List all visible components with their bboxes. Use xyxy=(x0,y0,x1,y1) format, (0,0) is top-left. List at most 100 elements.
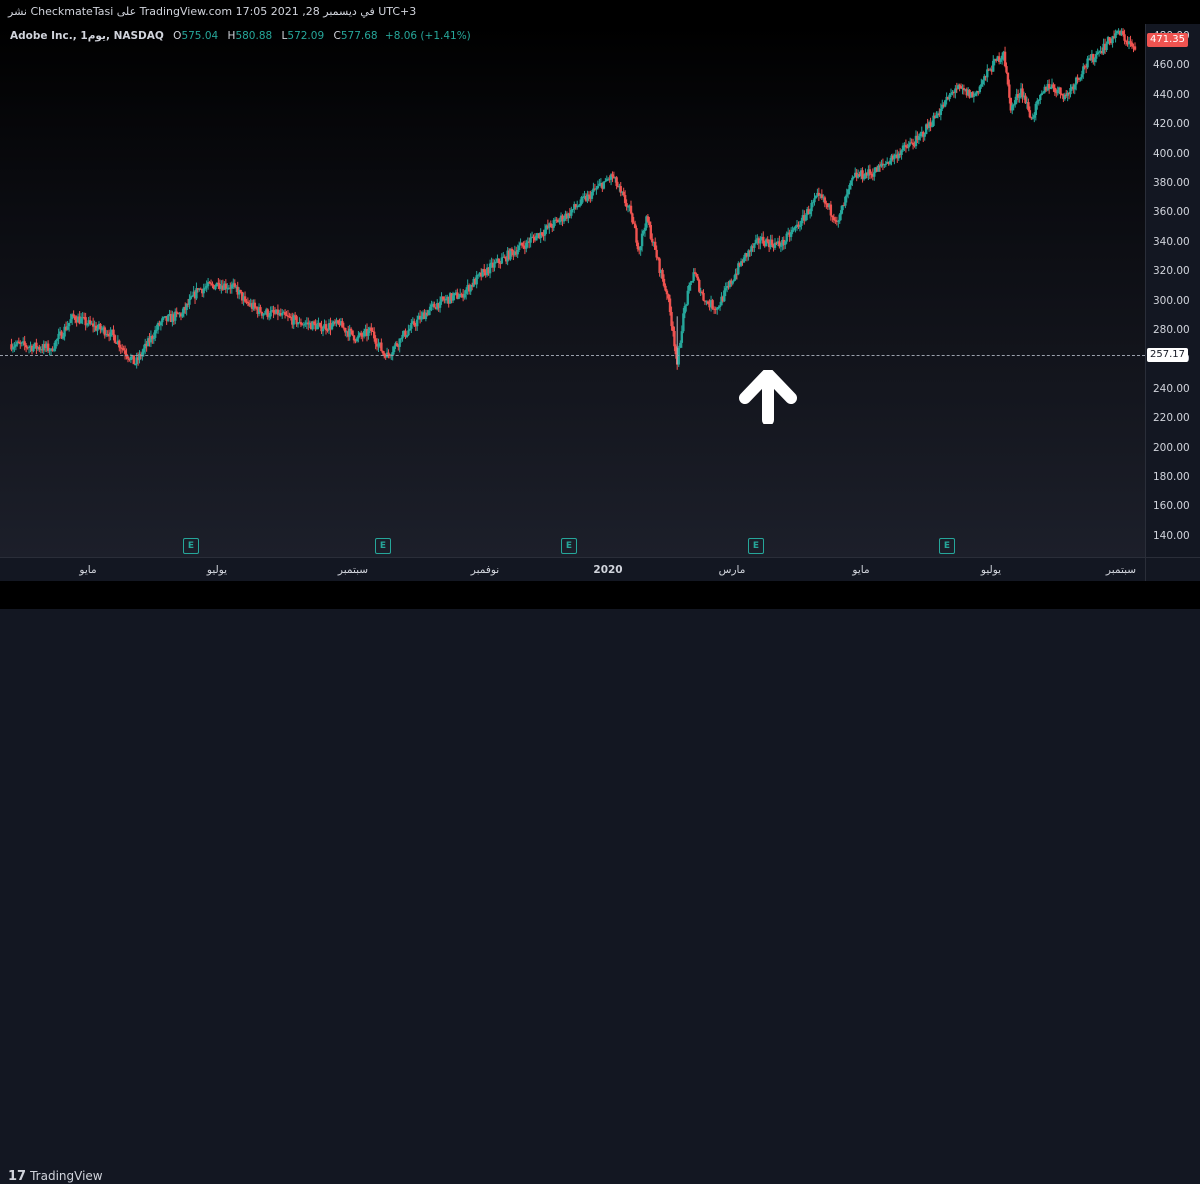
candle-body xyxy=(539,232,542,239)
candle-body xyxy=(443,299,446,301)
candle-body xyxy=(485,267,489,276)
earnings-marker[interactable]: E xyxy=(748,538,764,554)
candle-body xyxy=(875,167,879,172)
candle-body xyxy=(323,324,326,329)
candle-body xyxy=(941,104,944,109)
candle-body xyxy=(46,343,50,351)
earnings-marker[interactable]: E xyxy=(561,538,577,554)
last-price-badge: 471.35 xyxy=(1147,33,1188,47)
candle-body xyxy=(372,331,376,339)
earnings-marker[interactable]: E xyxy=(375,538,391,554)
candle-body xyxy=(88,320,92,324)
candle-body xyxy=(938,113,941,116)
candle-body xyxy=(616,185,620,188)
candle-body xyxy=(975,91,979,94)
candle-body xyxy=(321,328,325,332)
candle-body xyxy=(949,93,953,95)
candle-body xyxy=(773,242,777,248)
candle-body xyxy=(39,349,42,351)
candle-body xyxy=(574,204,577,208)
candle-body xyxy=(434,307,438,310)
candle-body xyxy=(269,310,272,317)
candle-body xyxy=(1111,36,1114,44)
candle-body xyxy=(811,202,815,204)
candle-body xyxy=(345,331,348,333)
candle-body xyxy=(172,314,176,321)
price-tick-label: 300.00 xyxy=(1153,294,1190,307)
candle-body xyxy=(301,324,304,326)
candle-body xyxy=(307,322,310,325)
candle-body xyxy=(189,296,193,299)
candle-body xyxy=(324,324,328,331)
candle-body xyxy=(427,310,430,316)
candle-body xyxy=(13,346,16,348)
candle-body xyxy=(440,296,443,302)
candle-body xyxy=(548,223,551,229)
candle-body xyxy=(510,248,514,252)
up-arrow-icon xyxy=(739,370,797,424)
time-tick-label: 2020 xyxy=(593,564,623,576)
candle-body xyxy=(645,216,648,228)
candle-body xyxy=(939,108,943,116)
candle-body xyxy=(723,290,726,302)
candle-body xyxy=(407,330,410,336)
candle-body xyxy=(35,342,38,349)
candle-body xyxy=(118,340,121,348)
candle-body xyxy=(85,324,89,326)
candle-body xyxy=(496,258,499,262)
candle-body xyxy=(1047,84,1051,89)
candle-body xyxy=(446,296,449,299)
candle-body xyxy=(193,291,197,299)
candle-body xyxy=(1127,41,1131,45)
candle-body xyxy=(520,242,524,246)
candle-body xyxy=(635,228,638,243)
candle-body xyxy=(794,226,797,229)
candle-body xyxy=(562,218,566,222)
candle-body xyxy=(958,85,961,87)
candle-body xyxy=(1114,33,1117,38)
time-tick-label: سبتمبر xyxy=(337,564,369,576)
candle-body xyxy=(1019,88,1023,96)
tradingview-logo[interactable]: 17 TradingView xyxy=(8,1169,103,1184)
candle-body xyxy=(1049,88,1052,90)
price-tick-label: 180.00 xyxy=(1153,471,1190,483)
candle-body xyxy=(943,100,947,107)
candle-body xyxy=(685,304,688,306)
candle-body xyxy=(757,238,761,244)
candle-body xyxy=(673,331,676,347)
candle-body xyxy=(709,300,713,308)
candle-body xyxy=(131,355,134,357)
candle-body xyxy=(929,122,932,127)
candle-body xyxy=(381,350,385,354)
candle-body xyxy=(402,330,406,335)
price-tick-label: 360.00 xyxy=(1153,206,1190,219)
candle-body xyxy=(894,154,898,156)
candle-body xyxy=(507,250,511,260)
candle-body xyxy=(807,209,810,214)
candle-body xyxy=(1077,78,1081,80)
time-tick-label: مايو xyxy=(852,564,870,576)
time-axis[interactable]: مايو يوليو سبتمبر نوفمبر 2020 مارس مايو يوليو سب… xyxy=(0,557,1145,582)
candle-body xyxy=(209,283,213,285)
earnings-marker[interactable]: E xyxy=(183,538,199,554)
candle-body xyxy=(679,342,682,348)
price-axis[interactable]: 480.00460.00440.00420.00400.00380.00360.… xyxy=(1145,24,1200,557)
candle-body xyxy=(360,333,363,336)
candle-body xyxy=(954,88,957,93)
candle-body xyxy=(1002,51,1005,56)
candle-body xyxy=(1121,31,1125,35)
candle-body xyxy=(825,203,828,205)
chart-area[interactable] xyxy=(0,24,1145,557)
candlestick-plot xyxy=(10,28,1137,370)
candle-body xyxy=(727,285,730,287)
candle-body xyxy=(855,172,858,178)
candle-body xyxy=(848,184,851,190)
candle-body xyxy=(656,257,660,259)
candle-body xyxy=(1129,41,1132,43)
earnings-marker[interactable]: E xyxy=(939,538,955,554)
candle-body xyxy=(602,181,606,189)
legend-symbol[interactable]: Adobe Inc., يوم1, NASDAQ xyxy=(10,30,164,42)
candle-body xyxy=(612,176,616,178)
candle-body xyxy=(924,124,928,135)
candle-body xyxy=(1039,94,1042,101)
